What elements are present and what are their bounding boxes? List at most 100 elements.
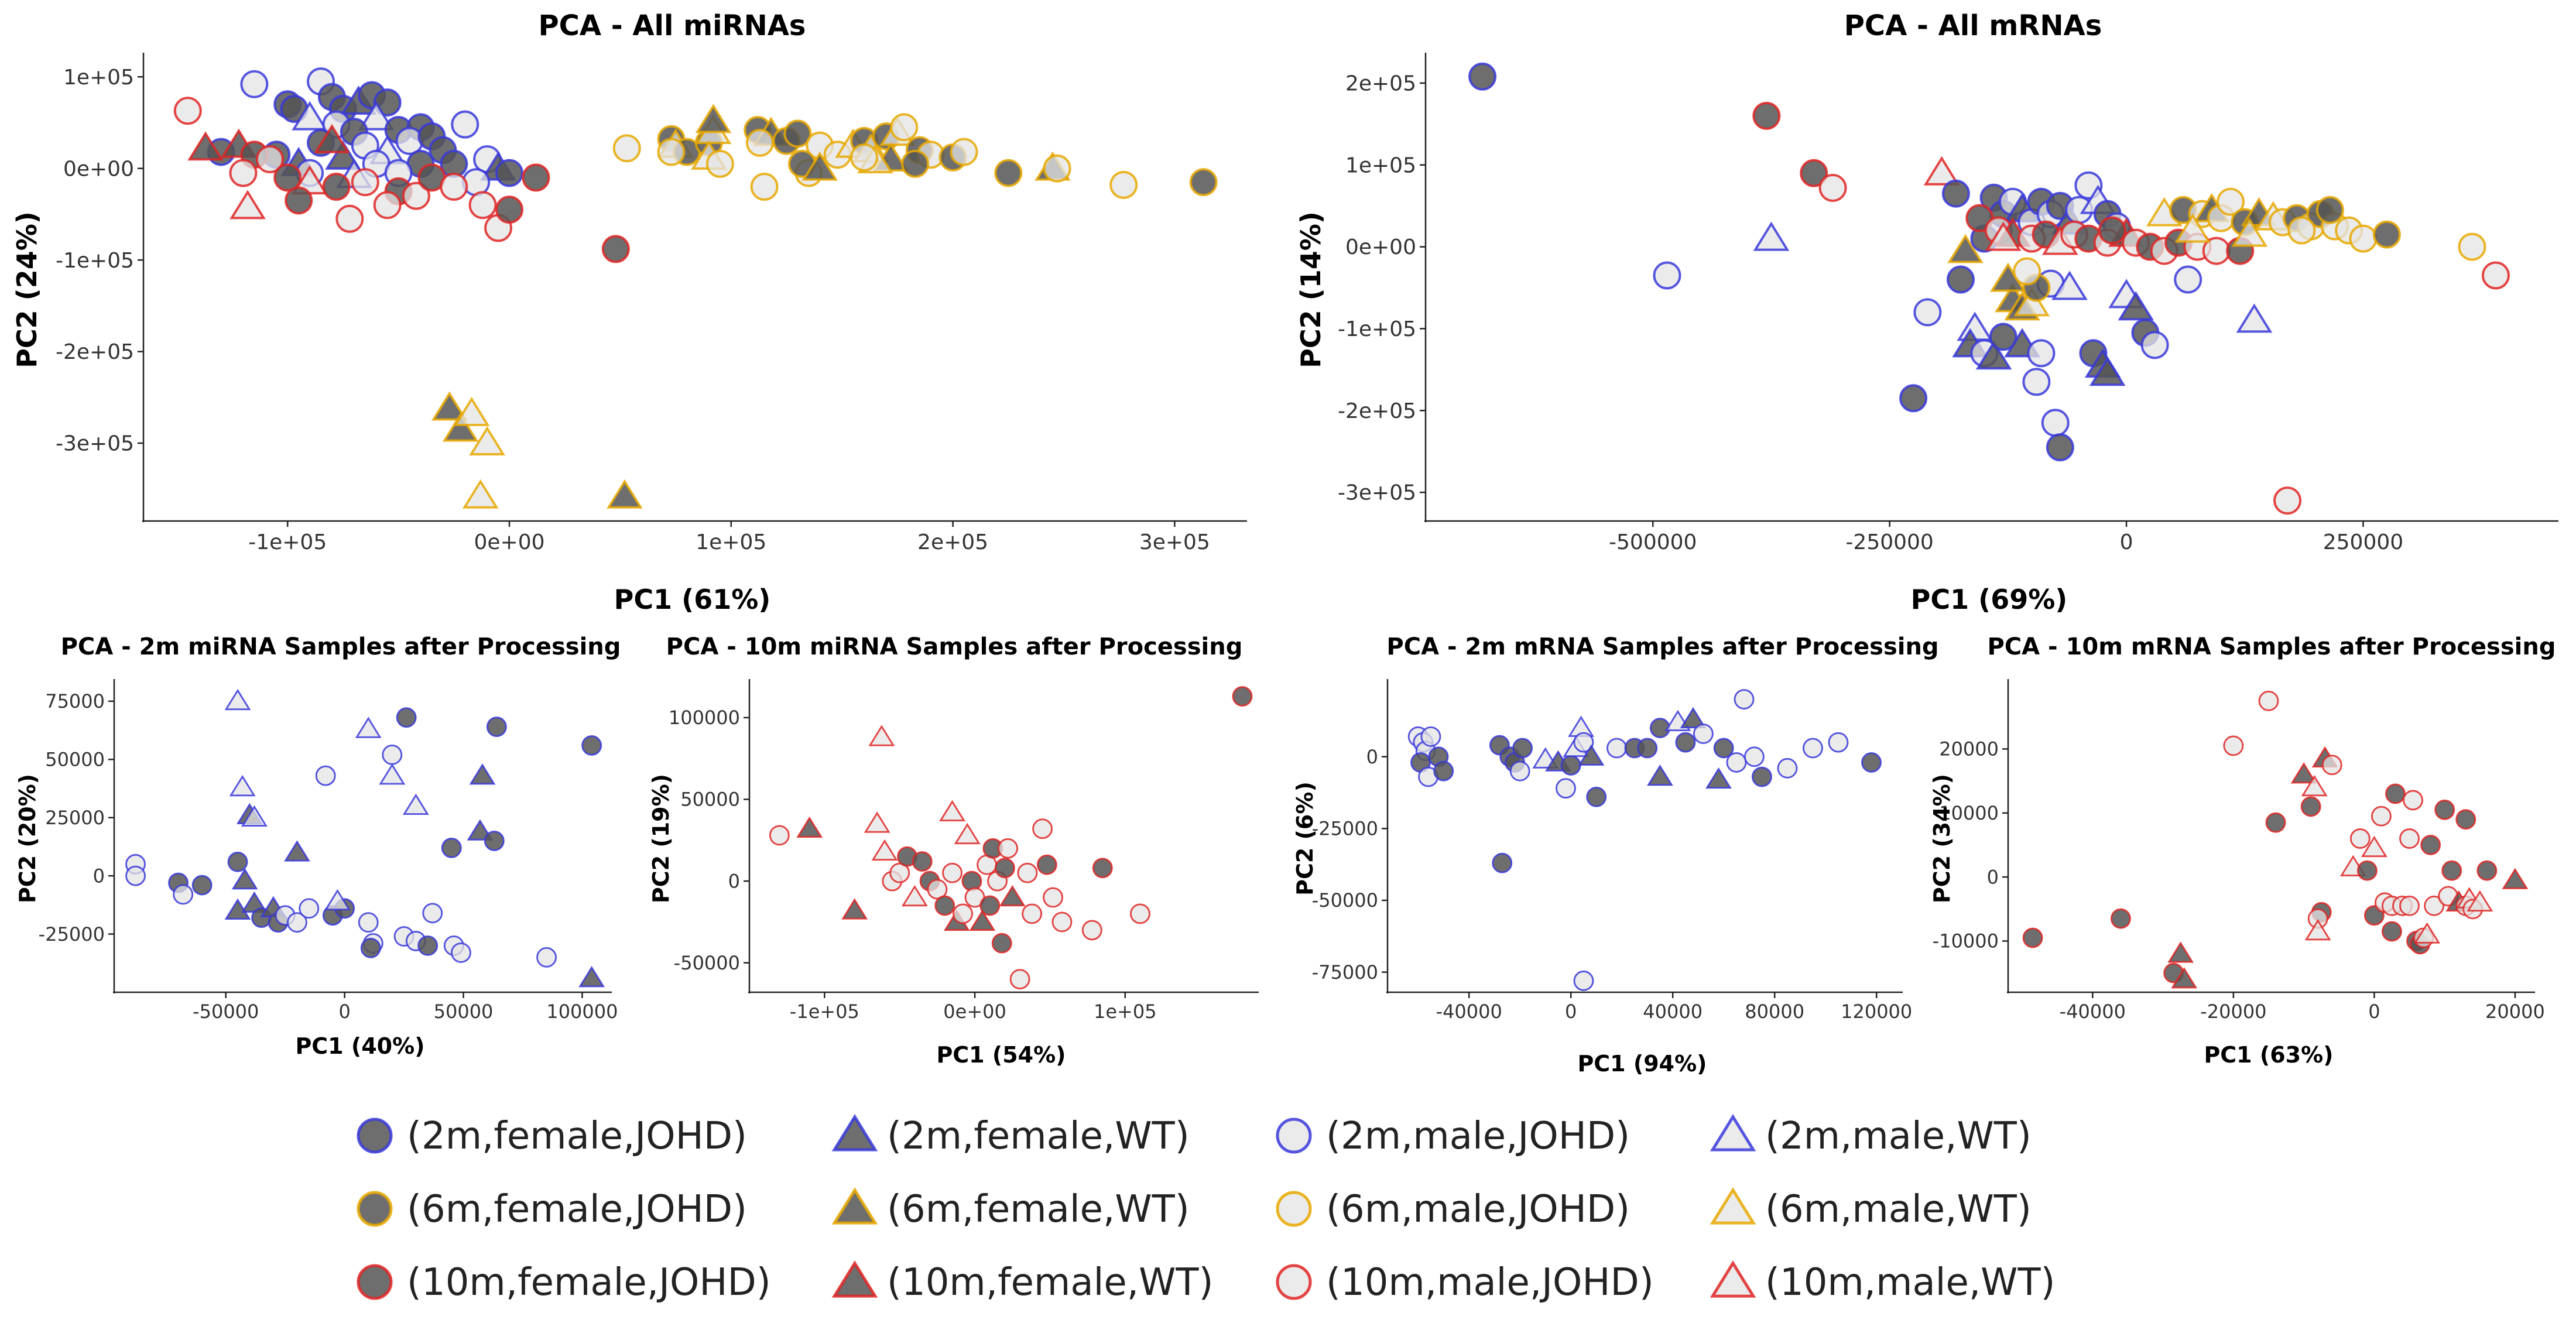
scatter-point xyxy=(2304,918,2331,941)
x-tick-label: 0 xyxy=(2120,530,2133,554)
scatter-point xyxy=(2167,941,2194,963)
scatter-point xyxy=(1573,732,1594,753)
y-tick-label: -10000 xyxy=(1933,930,1999,952)
panel-title: PCA - 2m miRNA Samples after Processing xyxy=(61,633,621,660)
scatter-point xyxy=(1941,179,1970,208)
scatter-point xyxy=(1606,738,1627,759)
legend-item: (10m,female,JOHD) xyxy=(357,1261,771,1304)
x-tick-label: 2e+05 xyxy=(917,530,988,554)
scatter-point xyxy=(1705,767,1732,789)
legend-label: (2m,male,JOHD) xyxy=(1326,1115,1630,1158)
y-tick-label: 0 xyxy=(1987,866,1999,888)
scatter-point xyxy=(2382,921,2402,942)
x-axis-label: PC1 (54%) xyxy=(936,1042,1066,1068)
scatter-point xyxy=(2420,834,2441,855)
pca-panel-1: PCA - All miRNAs -1e+05 0e+00 1e+05 2e+05 3e+… xyxy=(11,9,1247,615)
legend-item: (10m,female,WT) xyxy=(831,1260,1213,1304)
y-tick-label: -2e+05 xyxy=(56,340,134,364)
scatter-point xyxy=(325,140,361,170)
scatter-point xyxy=(2265,812,2286,833)
scatter-points xyxy=(1468,62,2510,515)
x-tick-label: 50000 xyxy=(434,1000,494,1023)
pca-panel-4: PCA - 10m miRNA Samples after Processing… xyxy=(648,633,1259,1068)
scatter-point xyxy=(2013,287,2050,317)
scatter-points xyxy=(2022,690,2529,989)
legend-marker xyxy=(1276,1264,1312,1300)
scatter-point xyxy=(889,862,910,883)
scatter-point xyxy=(2174,213,2211,243)
scatter-point xyxy=(901,885,928,907)
scatter-point xyxy=(1092,858,1113,879)
scatter-point xyxy=(1637,738,1658,759)
scatter-point xyxy=(2455,809,2476,830)
x-tick-label: 3e+05 xyxy=(1139,530,1210,554)
scatter-point xyxy=(241,805,268,827)
pca-panel-3: PCA - 2m miRNA Samples after Processing -… xyxy=(15,633,621,1059)
legend-label: (6m,female,JOHD) xyxy=(407,1188,747,1231)
scatter-point xyxy=(335,204,364,233)
scatter-point xyxy=(125,865,146,886)
scatter-point xyxy=(2236,303,2273,333)
scatter-point xyxy=(2089,357,2126,386)
legend-label: (2m,female,WT) xyxy=(887,1115,1190,1158)
scatter-point xyxy=(2481,261,2510,290)
x-tick-label: -1e+05 xyxy=(248,530,327,554)
scatter-point xyxy=(1032,818,1053,839)
y-tick-label: 1e+05 xyxy=(63,66,134,90)
scatter-point xyxy=(284,840,310,862)
scatter-point xyxy=(355,717,382,738)
legend-item: (10m,male,JOHD) xyxy=(1276,1261,1654,1304)
x-tick-label: -1e+05 xyxy=(790,1000,859,1023)
x-axis-label: PC1 (61%) xyxy=(614,584,771,615)
scatter-point xyxy=(1468,62,1497,91)
scatter-point xyxy=(1556,778,1576,799)
scatter-point xyxy=(864,811,890,833)
scatter-point xyxy=(422,903,443,924)
legend-item: (2m,female,WT) xyxy=(831,1114,1190,1158)
scatter-point xyxy=(2110,908,2131,929)
scatter-point xyxy=(1578,744,1605,766)
scatter-point xyxy=(1081,920,1102,941)
scatter-point xyxy=(255,145,284,174)
scatter-point xyxy=(2399,895,2420,916)
y-tick-label: -1e+05 xyxy=(1338,317,1416,341)
scatter-point xyxy=(2476,860,2498,881)
scatter-point xyxy=(2424,895,2445,916)
scatter-point xyxy=(850,143,879,172)
scatter-point xyxy=(601,235,630,263)
x-axis-label: PC1 (69%) xyxy=(1911,584,2068,615)
y-tick-label: -25000 xyxy=(39,923,105,945)
scatter-point xyxy=(2356,860,2378,881)
legend-marker xyxy=(831,1114,878,1151)
legend: (2m,female,JOHD) (2m,female,WT) (2m,male,J… xyxy=(357,1114,2056,1304)
scatter-point xyxy=(1560,755,1581,776)
scatter-point xyxy=(1646,764,1673,786)
y-axis-label: PC2 (19%) xyxy=(648,774,674,903)
scatter-point xyxy=(2046,433,2074,462)
scatter-point xyxy=(273,163,302,192)
y-tick-label: 50000 xyxy=(45,748,105,770)
y-axis-label: PC2 (14%) xyxy=(1295,211,1327,368)
scatter-point xyxy=(695,104,732,133)
scatter-point xyxy=(1800,159,1828,187)
scatter-point xyxy=(468,191,497,220)
scatter-point xyxy=(2051,270,2088,300)
y-tick-label: 0 xyxy=(728,870,740,892)
scatter-point xyxy=(2022,927,2043,948)
x-tick-label: 100000 xyxy=(546,1000,618,1023)
scatter-point xyxy=(1818,173,1847,202)
scatter-point xyxy=(191,875,213,896)
scatter-point xyxy=(1043,887,1064,908)
legend-marker xyxy=(1276,1118,1312,1154)
y-tick-label: -25000 xyxy=(1312,818,1378,840)
legend-item: (6m,female,WT) xyxy=(831,1187,1190,1231)
scatter-point xyxy=(2174,265,2202,294)
scatter-point xyxy=(229,774,256,797)
scatter-point xyxy=(2434,799,2455,820)
pca-panel-6: PCA - 10m mRNA Samples after Processing -… xyxy=(1929,633,2556,1068)
scatter-points xyxy=(173,67,1218,509)
scatter-point xyxy=(417,935,439,956)
x-tick-label: 0 xyxy=(338,1000,350,1023)
y-axis-label: PC2 (24%) xyxy=(11,211,43,368)
scatter-point xyxy=(2098,216,2126,245)
